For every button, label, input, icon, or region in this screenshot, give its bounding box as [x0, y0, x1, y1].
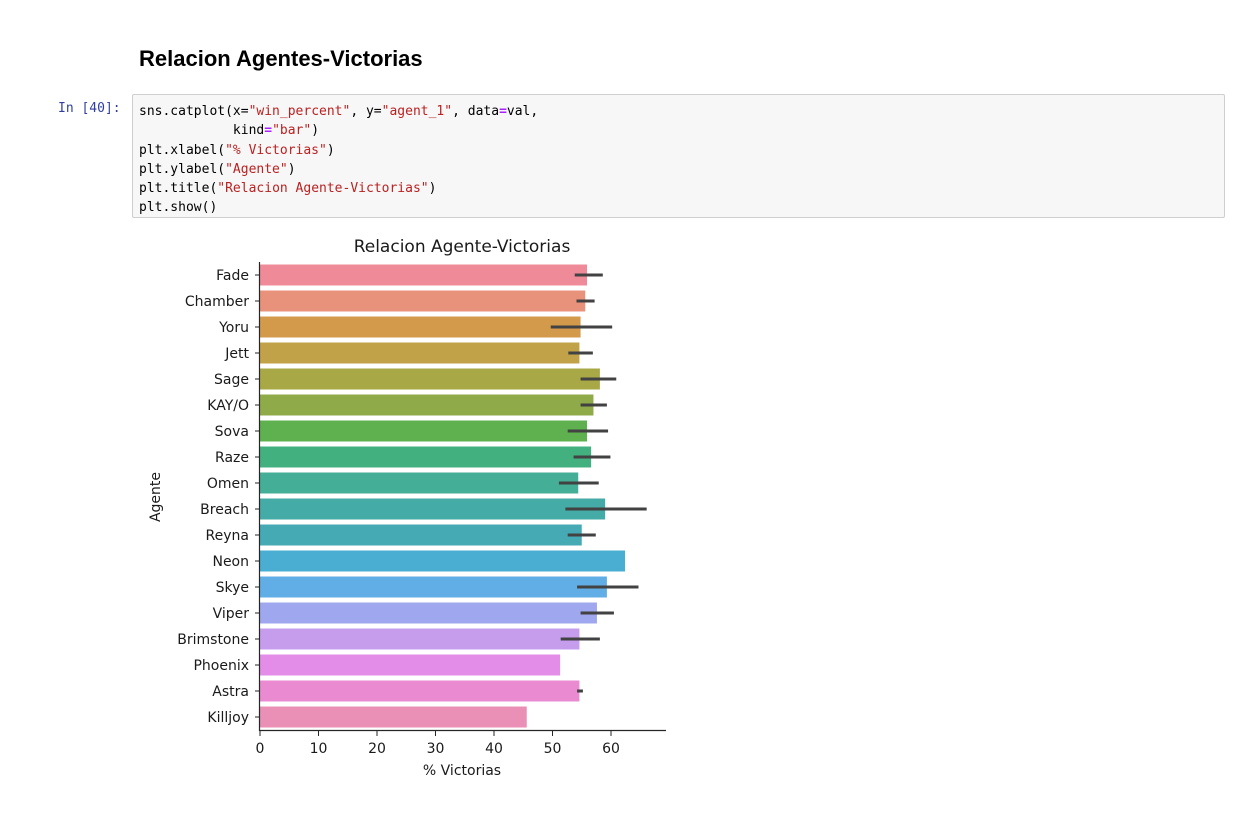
y-ticks-layer: Fade Chamber Yoru Jett Sage KAY/O Sova Raze Omen…: [177, 268, 260, 726]
x-tick-label: 20: [368, 741, 386, 757]
code-token: plt.show(): [139, 200, 218, 216]
code-token: "Agente": [225, 161, 288, 177]
y-tick-label: Breach: [200, 502, 249, 518]
bar-jett: [260, 342, 580, 364]
code-line: plt.title("Relacion Agente-Victorias"): [139, 179, 538, 198]
y-tick-label: Omen: [207, 476, 249, 492]
code-line: sns.catplot(x="win_percent", y="agent_1"…: [139, 102, 538, 121]
code-token: plt.xlabel(: [139, 142, 226, 158]
code-line: kind="bar"): [139, 121, 538, 140]
y-tick-label: Yoru: [218, 320, 249, 336]
y-tick-label: Sage: [214, 372, 249, 388]
code-token: "bar": [272, 123, 312, 139]
bar-viper: [260, 602, 597, 624]
y-tick-label: Phoenix: [193, 658, 249, 674]
x-tick-label: 0: [256, 741, 265, 757]
y-tick-label: Reyna: [206, 528, 249, 544]
x-axis-label: % Victorias: [423, 763, 501, 779]
x-ticks-layer: 0 10 20 30 40 50 60: [256, 731, 620, 757]
bar-fade: [260, 264, 588, 286]
cell-prompt: In [40]:: [58, 101, 121, 116]
section-heading: Relacion Agentes-Victorias: [139, 46, 423, 71]
y-tick-label: Raze: [215, 450, 249, 466]
y-tick-label: Skye: [216, 580, 249, 596]
code-token: ): [311, 123, 320, 139]
code-token: plt.title(: [139, 181, 218, 197]
bar-reyna: [260, 524, 582, 546]
code-token: ): [287, 161, 296, 177]
code-token: kind: [139, 123, 265, 139]
y-tick-label: Sova: [215, 424, 249, 440]
y-tick-label: Neon: [212, 554, 249, 570]
bar-sage: [260, 368, 600, 390]
bar-kay-o: [260, 394, 594, 416]
y-axis-label: Agente: [148, 472, 164, 522]
code-token: "Relacion Agente-Victorias": [217, 181, 429, 197]
x-tick-label: 50: [544, 741, 562, 757]
bar-omen: [260, 472, 579, 494]
code-token: ): [326, 142, 335, 158]
bar-killjoy: [260, 706, 527, 728]
code-token: "% Victorias": [225, 142, 327, 158]
code-token: val,: [506, 104, 539, 119]
code-token: "win_percent": [248, 104, 351, 119]
bars-layer: [260, 264, 626, 728]
code-token: =: [264, 123, 273, 139]
y-tick-label: KAY/O: [207, 398, 249, 414]
code-token: , data: [452, 104, 500, 119]
bar-astra: [260, 680, 580, 702]
code-line: plt.show(): [139, 198, 538, 217]
x-tick-label: 60: [602, 741, 620, 757]
error-bars-layer: [550, 273, 647, 693]
bar-phoenix: [260, 654, 561, 676]
code-token: sns.catplot(x=: [139, 104, 249, 119]
x-tick-label: 30: [427, 741, 445, 757]
code-token: plt.ylabel(: [139, 161, 226, 177]
chart-title: Relacion Agente-Victorias: [354, 237, 571, 257]
bar-sova: [260, 420, 588, 442]
bar-brimstone: [260, 628, 580, 650]
bar-chamber: [260, 290, 586, 312]
y-tick-label: Astra: [212, 684, 249, 700]
code-token: ): [428, 181, 437, 197]
y-tick-label: Jett: [224, 346, 249, 362]
x-tick-label: 40: [485, 741, 503, 757]
code-editor[interactable]: sns.catplot(x="win_percent", y="agent_1"…: [139, 102, 538, 218]
x-tick-label: 10: [310, 741, 328, 757]
code-token: =: [499, 104, 507, 119]
code-token: "agent_1": [381, 104, 453, 119]
bar-breach: [260, 498, 606, 520]
y-tick-label: Killjoy: [207, 710, 249, 726]
code-token: , y=: [350, 104, 382, 119]
code-cell[interactable]: sns.catplot(x="win_percent", y="agent_1"…: [132, 94, 1225, 218]
bar-raze: [260, 446, 592, 468]
code-line: plt.xlabel("% Victorias"): [139, 141, 538, 160]
code-line: plt.ylabel("Agente"): [139, 160, 538, 179]
y-tick-label: Chamber: [185, 294, 249, 310]
y-tick-label: Brimstone: [177, 632, 249, 648]
y-tick-label: Viper: [213, 606, 250, 622]
bar-skye: [260, 576, 607, 598]
bar-yoru: [260, 316, 581, 338]
y-tick-label: Fade: [216, 268, 249, 284]
bar-neon: [260, 550, 626, 572]
